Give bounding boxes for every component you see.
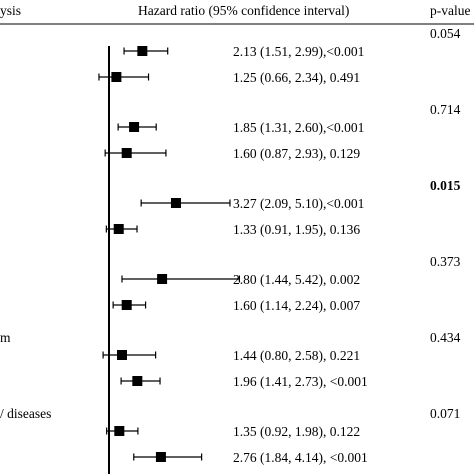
- forest-rows: 0.054 2.13 (1.51, 2.99),<0.001 1.25 (0.66,…: [0, 26, 461, 465]
- hr-marker: [113, 224, 124, 234]
- group-label: / diseases: [0, 406, 51, 421]
- hr-ci-value: 1.60 (1.14, 2.24), 0.007: [233, 298, 360, 313]
- header-p-value: p-value: [430, 3, 470, 18]
- p-interaction: 0.015: [430, 178, 461, 193]
- hr-marker: [111, 72, 122, 82]
- hr-ci-value: 2.80 (1.44, 5.42), 0.002: [233, 272, 360, 287]
- hr-ci-value: 1.25 (0.66, 2.34), 0.491: [233, 70, 360, 85]
- hr-ci-value: 2.13 (1.51, 2.99),<0.001: [233, 44, 364, 59]
- hr-ci-value: 1.96 (1.41, 2.73), <0.001: [233, 374, 368, 389]
- header-hazard-ratio: Hazard ratio (95% confidence interval): [138, 3, 349, 18]
- hr-ci-value: 1.44 (0.80, 2.58), 0.221: [233, 348, 360, 363]
- hr-marker: [132, 376, 143, 386]
- hr-marker: [129, 122, 140, 132]
- hr-marker: [137, 46, 148, 56]
- hr-marker: [121, 300, 132, 310]
- hr-ci-value: 1.60 (0.87, 2.93), 0.129: [233, 146, 360, 161]
- hr-marker: [170, 198, 181, 208]
- p-interaction: 0.373: [430, 254, 461, 269]
- hr-marker: [157, 274, 168, 284]
- hr-ci-value: 3.27 (2.09, 5.10),<0.001: [233, 196, 364, 211]
- header-analysis: ysis: [0, 3, 21, 18]
- hr-ci-value: 2.76 (1.84, 4.14), <0.001: [233, 450, 368, 465]
- p-interaction: 0.054: [430, 26, 461, 41]
- p-interaction: 0.714: [430, 102, 461, 117]
- hr-marker: [121, 148, 132, 158]
- hr-ci-value: 1.33 (0.91, 1.95), 0.136: [233, 222, 360, 237]
- p-interaction: 0.434: [430, 330, 461, 345]
- hr-ci-value: 1.35 (0.92, 1.98), 0.122: [233, 424, 360, 439]
- p-interaction: 0.071: [430, 406, 460, 421]
- hr-marker: [155, 452, 166, 462]
- hr-marker: [116, 350, 127, 360]
- hr-marker: [114, 426, 125, 436]
- hr-ci-value: 1.85 (1.31, 2.60),<0.001: [233, 120, 364, 135]
- group-label: m: [0, 330, 11, 345]
